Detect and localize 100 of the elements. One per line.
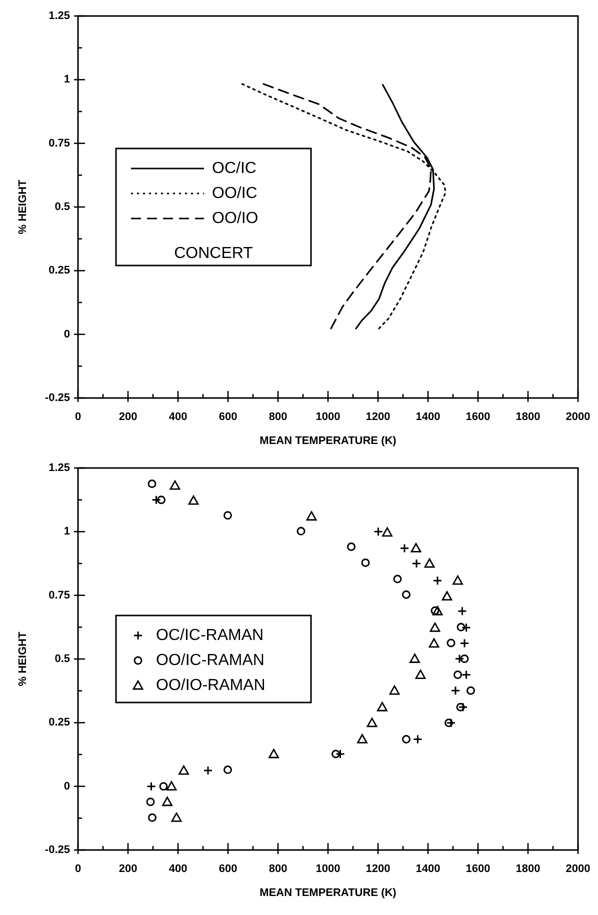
x-tick-label: 200: [118, 411, 138, 423]
x-tick-label: 1800: [516, 863, 540, 875]
x-tick-label: 200: [118, 863, 138, 875]
point: [148, 480, 156, 488]
point: [428, 638, 440, 648]
legend-label: OO/IO-RAMAN: [156, 677, 266, 694]
x-tick-label: 0: [74, 863, 82, 875]
x-tick-label: 800: [268, 863, 288, 875]
point: [460, 654, 469, 663]
point: [446, 718, 456, 728]
x-tick-label: 0: [74, 411, 82, 423]
y-tick-label: 1: [64, 526, 70, 538]
point: [170, 480, 180, 490]
point: [424, 558, 435, 568]
y-tick-label: 0: [64, 328, 70, 340]
point: [268, 748, 279, 758]
x-tick-label: 2000: [566, 863, 590, 875]
point: [357, 734, 368, 744]
x-tick-label: 1000: [316, 863, 340, 875]
point: [444, 718, 453, 728]
point: [458, 606, 467, 616]
x-tick-label: 1400: [416, 863, 440, 875]
point: [454, 670, 462, 680]
point: [456, 622, 466, 632]
y-tick-label: 0.5: [54, 201, 70, 213]
legend-label: OC/IC: [212, 160, 256, 177]
legend-label: OO/IO: [212, 210, 258, 227]
point: [152, 495, 161, 505]
x-tick-label: 600: [218, 411, 238, 423]
x-tick-label: 600: [218, 863, 238, 875]
point: [188, 495, 199, 505]
point: [224, 511, 232, 520]
point: [162, 796, 172, 806]
point: [393, 574, 402, 584]
x-tick-label: 1000: [316, 411, 340, 423]
y-tick-label: 0.25: [48, 716, 70, 729]
point: [159, 782, 168, 791]
y-tick-label: -0.25: [44, 844, 70, 856]
y-axis-title: % HEIGHT: [17, 180, 29, 234]
point: [374, 526, 383, 536]
point: [389, 685, 400, 695]
point: [157, 496, 166, 504]
point: [361, 558, 370, 567]
x-tick-label: 1200: [366, 411, 390, 423]
point: [171, 812, 182, 822]
y-tick-label: 1.25: [48, 462, 70, 474]
point: [460, 638, 470, 648]
point: [430, 606, 440, 615]
point: [166, 781, 177, 791]
y-tick-label: 0.75: [48, 137, 70, 150]
point: [462, 670, 471, 680]
point: [347, 542, 356, 551]
point: [462, 622, 471, 632]
point: [366, 718, 378, 728]
point: [296, 526, 306, 536]
point: [410, 654, 420, 663]
y-tick-label: 0: [64, 780, 70, 792]
point: [402, 734, 410, 744]
point: [224, 766, 232, 774]
point: [412, 558, 422, 568]
y-tick-label: 1.25: [48, 10, 70, 22]
x-tick-label: 1800: [516, 411, 540, 423]
point: [454, 654, 464, 664]
point: [382, 527, 392, 537]
point: [148, 813, 156, 822]
x-tick-label: 1200: [366, 863, 390, 875]
x-tick-label: 400: [168, 863, 188, 875]
point: [456, 702, 465, 712]
point: [377, 702, 388, 712]
point: [400, 543, 410, 553]
point: [336, 749, 345, 759]
y-tick-label: 0.5: [54, 653, 70, 665]
point: [203, 766, 213, 776]
y-tick-label: -0.25: [44, 392, 70, 404]
point: [415, 670, 426, 679]
x-tick-label: 800: [268, 411, 288, 423]
y-tick-label: 0.75: [48, 589, 70, 602]
y-tick-label: 1: [64, 74, 70, 86]
x-tick-label: 1600: [466, 863, 490, 875]
point: [306, 511, 317, 521]
point: [442, 591, 452, 601]
x-tick-label: 1600: [466, 411, 490, 423]
legend-label: OC/IC-RAMAN: [156, 627, 264, 644]
legend-label: OO/IC: [212, 185, 258, 202]
point: [430, 622, 440, 632]
point: [432, 576, 442, 586]
y-axis-title: % HEIGHT: [17, 632, 29, 686]
point: [458, 702, 468, 712]
legend-title: CONCERT: [174, 245, 254, 262]
point: [146, 798, 155, 806]
point: [402, 590, 410, 599]
point: [466, 686, 475, 695]
point: [332, 750, 340, 758]
point: [432, 606, 443, 616]
x-tick-label: 1400: [416, 411, 440, 423]
x-tick-label: 2000: [566, 411, 590, 423]
x-tick-label: 400: [168, 411, 188, 423]
legend-label: OO/IC-RAMAN: [156, 652, 264, 669]
point: [446, 638, 456, 648]
point: [410, 543, 422, 552]
